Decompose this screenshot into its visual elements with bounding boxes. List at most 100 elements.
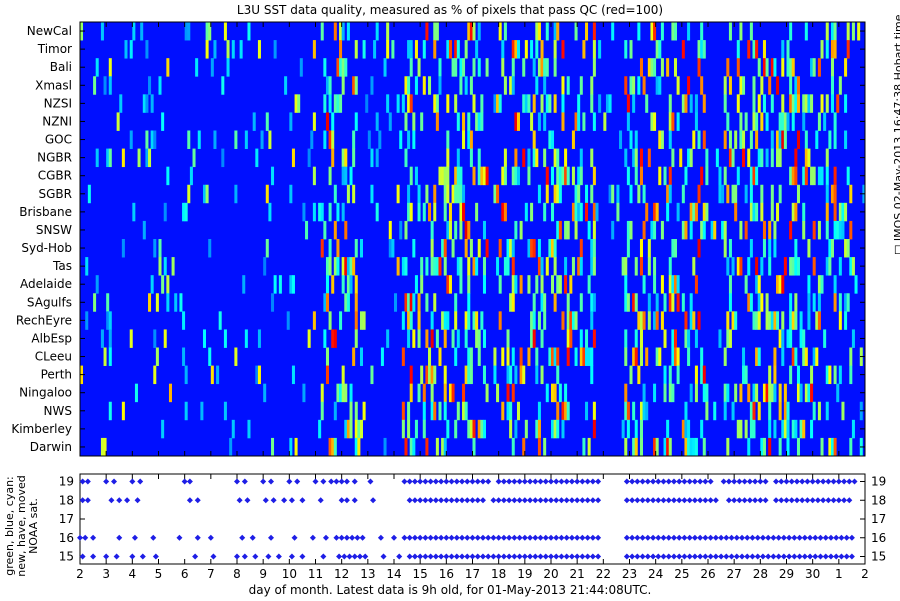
heatmap-cell [448,383,452,403]
scatter-point [568,478,575,485]
heatmap-cell [129,130,133,149]
heatmap-cell [820,437,824,457]
heatmap-cell [407,202,411,222]
heatmap-cell [734,202,738,222]
heatmap-cell [454,58,458,77]
scatter-point [479,497,486,504]
heatmap-cell [598,40,602,59]
heatmap-cell [658,76,662,95]
heatmap-cell [676,202,680,222]
scatter-point [542,497,549,504]
x-tick-label: 6 [181,567,189,581]
scatter-point [788,478,795,485]
heatmap-cell [700,220,704,240]
heatmap-cell [446,311,450,330]
heatmap-cell [760,148,764,168]
heatmap-cell [462,184,466,204]
heatmap-cell [629,365,633,385]
heatmap-cell [367,130,371,149]
heatmap-cell [328,76,332,95]
heatmap-cell [731,401,735,421]
heatmap-cell [579,347,583,366]
scatter-point [152,553,159,560]
scatter-point [417,497,424,504]
heatmap-cell [692,130,696,149]
heatmap-cell [592,257,596,276]
heatmap-cell [153,239,157,258]
x-tick-label: 9 [259,567,267,581]
scatter-point [634,553,641,560]
heatmap-cell [273,275,277,294]
heatmap-cell [794,293,798,312]
scatter-point [453,534,460,541]
heatmap-cell [723,383,727,403]
heatmap-cell [359,239,363,258]
heatmap-cell [833,166,837,186]
heatmap-cell [757,347,761,366]
heatmap-cell [216,365,220,385]
heatmap-cell [208,239,212,258]
heatmap-cell [830,40,834,59]
heatmap-cell [354,311,358,330]
heatmap-cell [200,401,204,421]
heatmap-cell [341,202,345,222]
heatmap-cell [312,202,316,222]
heatmap-cell [454,94,458,113]
scatter-point [129,478,136,485]
heatmap-cell [435,112,439,131]
heatmap-cell [810,419,814,439]
scatter-point [553,534,560,541]
heatmap-cell [375,22,379,41]
heatmap-cell [182,202,186,222]
scatter-point [139,553,146,560]
heatmap-cell [736,166,740,186]
scatter-point [650,497,657,504]
heatmap-cell [383,58,387,77]
heatmap-cell [736,58,740,77]
heatmap-cell [789,58,793,77]
heatmap-cell [501,401,505,421]
heatmap-cell [697,58,701,77]
heatmap-cell [446,94,450,113]
heatmap-cell [770,130,774,149]
heatmap-cell [692,257,696,276]
heatmap-cell [681,293,685,312]
scatter-point [532,553,539,560]
heatmap-cell [650,58,654,77]
heatmap-cell [825,220,829,240]
scatter-point [725,497,732,504]
heatmap-cell [621,257,625,276]
scatter-point [670,534,677,541]
scatter-point [432,553,439,560]
heatmap-cell [443,383,447,403]
scatter-point [176,534,183,541]
scatter-point [702,553,709,560]
heatmap-cell [647,239,651,258]
heatmap-row-label: NZNI [42,114,72,128]
scatter-point [629,497,636,504]
heatmap-cell [414,76,418,95]
heatmap-cell [543,293,547,312]
scatter-point [843,534,850,541]
scatter-point [521,497,528,504]
heatmap-cell [325,347,329,366]
heatmap-cell [341,365,345,385]
scatter-point [786,534,793,541]
heatmap-cell [124,40,128,59]
scatter-point [511,553,518,560]
heatmap-cell [694,94,698,113]
scatter-point [288,553,295,560]
heatmap-cell [161,419,165,439]
scatter-point [629,534,636,541]
scatter-point [234,478,240,485]
scatter-point [469,534,476,541]
heatmap-cell [464,365,468,385]
heatmap-cell [830,76,834,95]
heatmap-cell [786,40,790,59]
heatmap-cell [349,166,353,186]
scatter-point [511,497,518,504]
scatter-point [406,478,413,485]
heatmap-cell [744,220,748,240]
scatter-point [634,497,641,504]
heatmap-cell [770,148,774,168]
